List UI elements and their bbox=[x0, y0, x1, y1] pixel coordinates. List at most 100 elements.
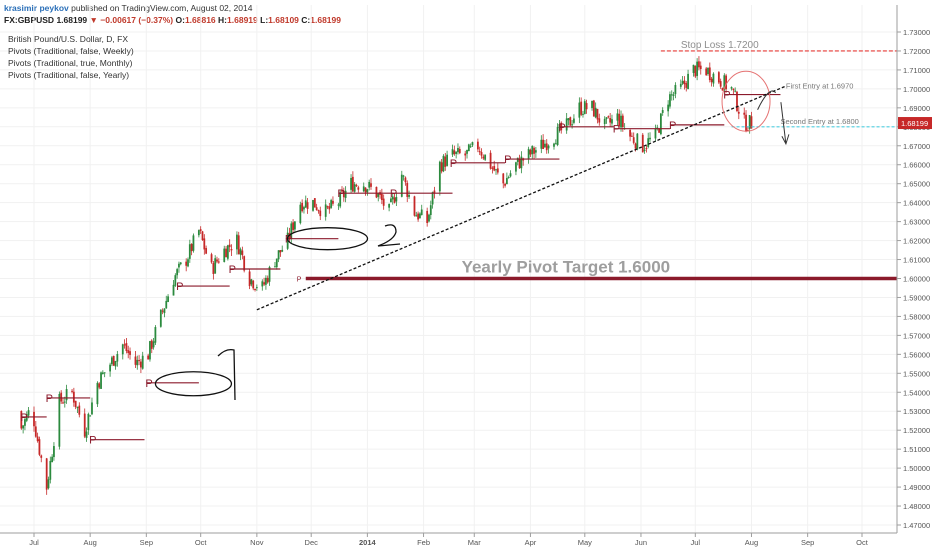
x-tick-label: Sep bbox=[140, 538, 153, 547]
candle-body bbox=[585, 103, 588, 110]
current-price-label: 1.68199 bbox=[901, 119, 928, 128]
y-tick-label: 1.49000 bbox=[903, 483, 930, 492]
candle-body bbox=[290, 223, 293, 239]
candle-body bbox=[109, 364, 111, 372]
candle-body bbox=[391, 196, 394, 200]
candle-body bbox=[504, 183, 506, 186]
candle-body bbox=[451, 149, 454, 155]
candle-body bbox=[281, 249, 284, 252]
projection-arrow-up bbox=[757, 90, 776, 110]
pivot-marker: P bbox=[89, 435, 96, 447]
pivot-marker: P bbox=[337, 188, 344, 200]
candle-body bbox=[190, 243, 193, 252]
y-tick-label: 1.54000 bbox=[903, 388, 930, 397]
study-monthly-pivots[interactable]: Pivots (Traditional, true, Monthly) bbox=[8, 58, 133, 68]
candle-body bbox=[710, 78, 713, 83]
candle-body bbox=[236, 234, 238, 250]
study-yearly-pivots[interactable]: Pivots (Traditional, false, Yearly) bbox=[8, 70, 130, 80]
x-tick-label: Sep bbox=[801, 538, 814, 547]
candle-body bbox=[366, 189, 369, 193]
candle-body bbox=[362, 186, 365, 192]
candle-body bbox=[558, 124, 561, 128]
y-tick-label: 1.65000 bbox=[903, 180, 930, 189]
candle-body bbox=[509, 173, 512, 177]
candle-body bbox=[243, 256, 246, 271]
candle-body bbox=[611, 119, 613, 124]
candle-body bbox=[228, 244, 231, 248]
author-name[interactable]: krasimir peykov bbox=[4, 3, 69, 13]
candle-body bbox=[116, 354, 119, 362]
candle-body bbox=[453, 150, 456, 155]
y-tick-label: 1.67000 bbox=[903, 142, 930, 151]
candle-body bbox=[27, 410, 30, 416]
candle-body bbox=[252, 280, 255, 289]
candle-body bbox=[212, 262, 215, 274]
candle-body bbox=[136, 359, 139, 366]
candle-body bbox=[415, 215, 418, 217]
candle-body bbox=[467, 144, 470, 152]
published-text: published on TradingView.com, August 02,… bbox=[71, 3, 253, 13]
candle-body bbox=[569, 117, 572, 126]
candle-body bbox=[455, 151, 458, 154]
candle-body bbox=[669, 94, 671, 107]
candle-body bbox=[698, 61, 700, 68]
pivot-marker: P bbox=[613, 124, 620, 136]
candle-body bbox=[241, 250, 244, 256]
candle-body bbox=[159, 309, 162, 327]
candle-body bbox=[520, 156, 523, 169]
candle-body bbox=[507, 176, 510, 178]
candle-body bbox=[72, 391, 75, 403]
candle-body bbox=[368, 181, 371, 188]
candle-body bbox=[491, 167, 494, 169]
y-tick-label: 1.63000 bbox=[903, 218, 930, 227]
candle-body bbox=[263, 282, 266, 285]
candle-body bbox=[540, 139, 543, 149]
candle-body bbox=[53, 446, 55, 458]
candle-body bbox=[100, 372, 102, 389]
candle-body bbox=[226, 245, 229, 259]
pivot-marker: P bbox=[285, 234, 292, 246]
candle-body bbox=[554, 143, 557, 145]
candle-body bbox=[255, 287, 258, 289]
candle-body bbox=[502, 173, 505, 184]
open-label: O: bbox=[175, 15, 185, 25]
candle-body bbox=[556, 126, 559, 145]
y-tick-label: 1.52000 bbox=[903, 426, 930, 435]
symbol[interactable]: FX:GBPUSD bbox=[4, 15, 55, 25]
candle-body bbox=[141, 355, 144, 369]
y-tick-label: 1.56000 bbox=[903, 350, 930, 359]
candle-body bbox=[734, 90, 737, 92]
candle-body bbox=[670, 94, 673, 96]
x-tick-label: Jul bbox=[29, 538, 39, 547]
study-weekly-pivots[interactable]: Pivots (Traditional, false, Weekly) bbox=[8, 46, 134, 56]
trendline bbox=[256, 85, 787, 311]
candle-body bbox=[49, 460, 52, 480]
candle-body bbox=[178, 263, 180, 268]
candle-body bbox=[319, 210, 322, 217]
candle-body bbox=[457, 148, 459, 153]
candle-body bbox=[326, 206, 329, 208]
candle-body bbox=[659, 113, 662, 135]
candle-body bbox=[237, 235, 240, 255]
candle-body bbox=[440, 162, 443, 172]
candle-body bbox=[431, 192, 434, 205]
candle-body bbox=[197, 230, 200, 236]
study-main-series[interactable]: British Pound/U.S. Dollar, D, FX bbox=[8, 34, 128, 44]
candle-body bbox=[330, 200, 333, 208]
candle-body bbox=[580, 101, 583, 115]
candle-body bbox=[464, 153, 467, 156]
candle-body bbox=[301, 202, 304, 212]
y-tick-label: 1.57000 bbox=[903, 331, 930, 340]
candle-body bbox=[598, 118, 601, 123]
candle-body bbox=[699, 65, 702, 70]
y-tick-label: 1.58000 bbox=[903, 312, 930, 321]
pivot-marker: P bbox=[504, 154, 511, 166]
x-tick-label: Jun bbox=[635, 538, 647, 547]
candle-body bbox=[274, 266, 276, 268]
candle-body bbox=[515, 162, 517, 172]
candle-body bbox=[471, 142, 474, 146]
wave-2-stroke bbox=[377, 224, 401, 247]
candle-body bbox=[708, 67, 711, 81]
candle-body bbox=[275, 258, 278, 268]
